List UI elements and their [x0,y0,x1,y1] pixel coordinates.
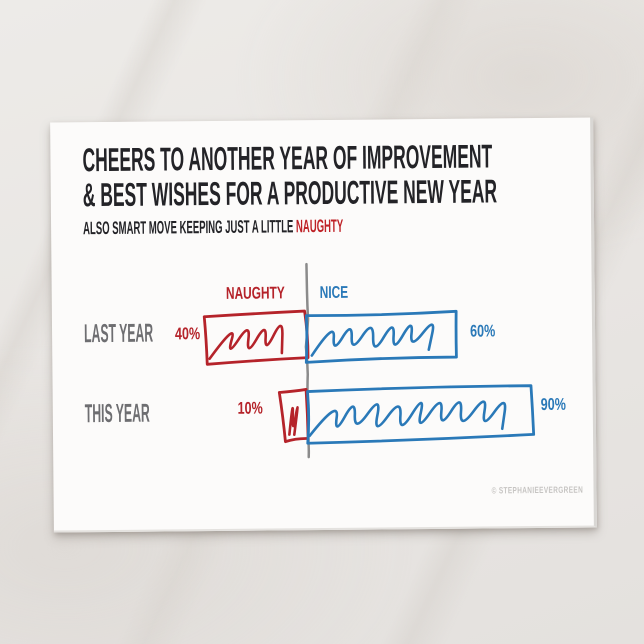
naughty-bar-scribble-row2 [288,406,299,437]
nice-bar-row2 [306,384,536,445]
value-label-naughty-this-year: 10% [237,398,263,418]
naughty-bar-row1 [202,309,310,366]
subtitle-text: ALSO SMART MOVE KEEPING JUST A LITTLE [83,216,297,239]
subtitle-highlight: NAUGHTY [295,215,344,237]
naughty-nice-chart: NAUGHTY NICE LAST YEAR THIS YEAR 40% 60%… [51,246,593,473]
watermark: © STEPHANIEEVERGREEN [491,484,584,496]
naughty-bar-row2 [277,388,310,444]
naughty-bar-scribble-row1 [208,324,284,361]
naughty-bar-outline-row1 [202,309,310,366]
row-label-last-year: LAST YEAR [83,317,154,349]
nice-bar-outline-row1 [304,309,458,364]
nice-column-header: NICE [319,282,349,303]
nice-bar-row1 [304,309,458,364]
card-subtitle: ALSO SMART MOVE KEEPING JUST A LITTLE NA… [83,215,343,239]
postcard: CHEERS TO ANOTHER YEAR OF IMPROVEMENT & … [50,117,597,533]
card-title: CHEERS TO ANOTHER YEAR OF IMPROVEMENT & … [82,135,644,214]
row-label-this-year: THIS YEAR [84,397,150,429]
value-label-naughty-last-year: 40% [174,324,201,344]
value-label-nice-this-year: 90% [540,394,567,414]
nice-bar-outline-row2 [306,384,536,445]
value-label-nice-last-year: 60% [469,321,496,341]
naughty-column-header: NAUGHTY [225,283,285,303]
nice-bar-scribble-row2 [308,400,507,438]
title-line-1: CHEERS TO ANOTHER YEAR OF IMPROVEMENT [82,137,493,179]
title-line-2: & BEST WISHES FOR A PRODUCTIVE NEW YEAR [82,172,498,214]
sketch-chart-svg [202,262,536,459]
nice-bar-scribble-row1 [310,323,435,357]
